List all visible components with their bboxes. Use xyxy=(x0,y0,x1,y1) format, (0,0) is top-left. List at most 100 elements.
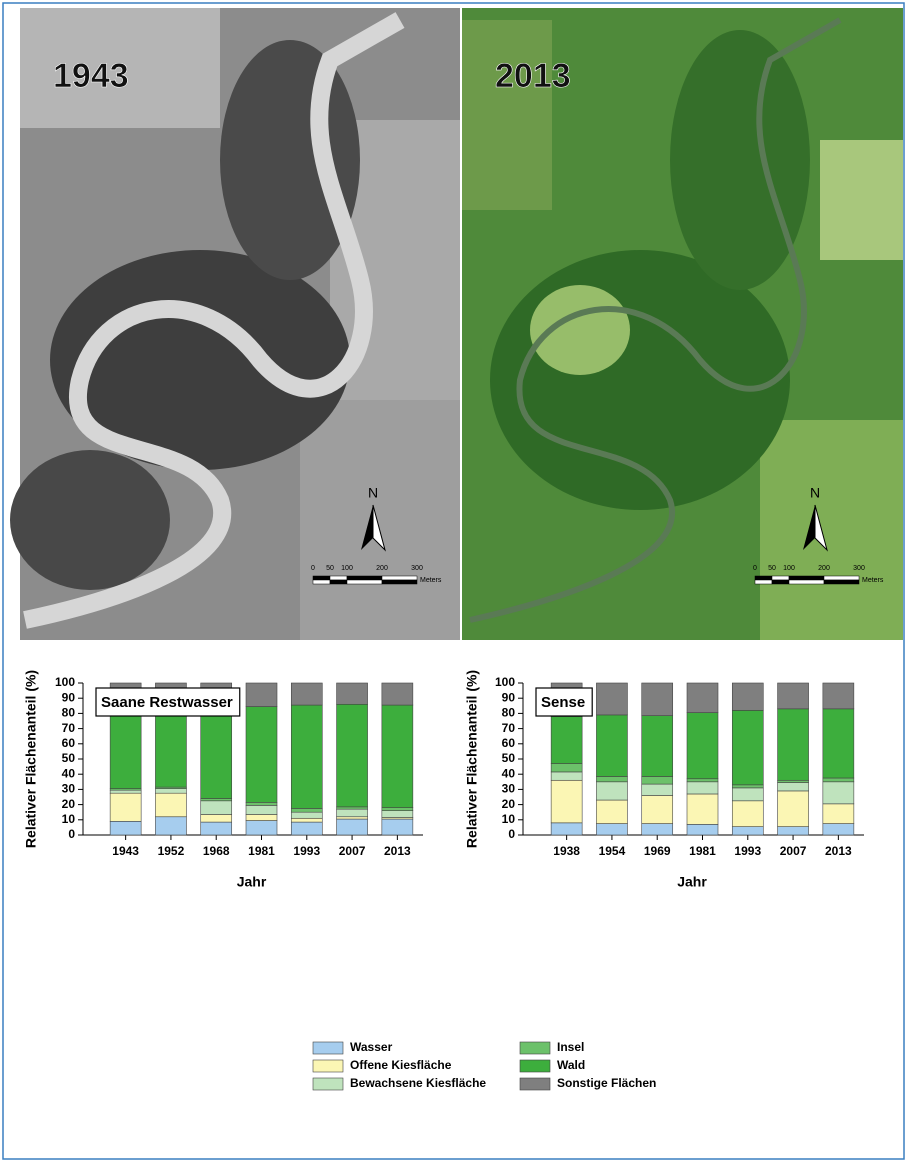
y-tick-label: 50 xyxy=(62,751,76,765)
bar-segment xyxy=(201,814,232,822)
x-tick-label: 1943 xyxy=(112,844,139,858)
photo-1943 xyxy=(10,8,460,640)
bar-segment xyxy=(596,776,627,781)
scale-bar xyxy=(313,576,330,580)
photo-year: 1943 xyxy=(53,57,129,95)
bar-segment xyxy=(551,772,582,780)
scale-bar xyxy=(789,576,824,580)
bar-segment xyxy=(246,802,277,805)
legend-label: Offene Kiesfläche xyxy=(350,1058,452,1072)
bar-segment xyxy=(337,809,368,817)
bar-segment xyxy=(778,827,809,835)
bar-segment xyxy=(291,812,322,818)
bar-segment xyxy=(778,791,809,827)
scale-bar xyxy=(824,580,859,584)
bar-segment xyxy=(201,801,232,815)
bar-segment xyxy=(687,782,718,794)
bar-segment xyxy=(291,808,322,812)
scale-label: 0 xyxy=(753,565,757,572)
x-tick-label: 1938 xyxy=(553,844,580,858)
bar-segment xyxy=(382,819,413,835)
bar-segment xyxy=(732,801,763,827)
bar-segment xyxy=(823,778,854,782)
scale-label: 300 xyxy=(411,565,423,572)
scale-bar xyxy=(755,576,772,580)
x-tick-label: 2013 xyxy=(384,844,411,858)
bar-segment xyxy=(551,823,582,835)
y-tick-label: 100 xyxy=(55,675,75,689)
y-tick-label: 100 xyxy=(495,675,515,689)
x-tick-label: 1952 xyxy=(158,844,185,858)
x-tick-label: 2013 xyxy=(825,844,852,858)
scale-label: 300 xyxy=(853,565,865,572)
legend-label: Bewachsene Kiesfläche xyxy=(350,1076,486,1090)
bar-segment xyxy=(732,710,763,784)
x-tick-label: 1981 xyxy=(248,844,275,858)
bar-segment xyxy=(687,713,718,779)
y-tick-label: 30 xyxy=(62,782,76,796)
chart-title: Sense xyxy=(541,694,585,711)
y-tick-label: 0 xyxy=(508,827,515,841)
bar-segment xyxy=(337,683,368,704)
bar-segment xyxy=(291,705,322,808)
legend-swatch xyxy=(313,1078,343,1090)
bar-segment xyxy=(291,818,322,822)
north-label: N xyxy=(810,485,820,501)
y-axis-label: Relativer Flächenanteil (%) xyxy=(23,670,39,848)
bar-segment xyxy=(382,705,413,808)
legend-swatch xyxy=(313,1060,343,1072)
bar-segment xyxy=(382,808,413,811)
bar-segment xyxy=(291,683,322,705)
y-axis-label: Relativer Flächenanteil (%) xyxy=(464,670,480,848)
y-tick-label: 60 xyxy=(502,736,516,750)
x-tick-label: 1954 xyxy=(599,844,626,858)
bar-segment xyxy=(823,683,854,709)
bar-segment xyxy=(642,683,673,716)
x-tick-label: 1993 xyxy=(734,844,761,858)
bar-segment xyxy=(246,707,277,803)
y-tick-label: 90 xyxy=(502,690,516,704)
bar-segment xyxy=(337,817,368,819)
x-tick-label: 2007 xyxy=(780,844,807,858)
bar-segment xyxy=(110,821,141,835)
scale-bar xyxy=(330,576,347,580)
chart-title-box: Saane Restwasser xyxy=(96,688,240,716)
figure: 1943N050100200300Meters2013N050100200300… xyxy=(0,0,907,1162)
legend-swatch xyxy=(520,1042,550,1054)
bar-segment xyxy=(687,779,718,782)
y-tick-label: 70 xyxy=(502,721,516,735)
bar-segment xyxy=(823,782,854,804)
bar-segment xyxy=(551,716,582,763)
bar-segment xyxy=(732,827,763,835)
scale-bar xyxy=(330,580,347,584)
bar-segment xyxy=(246,821,277,835)
bar-segment xyxy=(778,780,809,782)
bar-segment xyxy=(155,789,186,794)
legend-label: Insel xyxy=(557,1040,584,1054)
photo-year: 2013 xyxy=(495,57,571,95)
bar-segment xyxy=(642,824,673,835)
bar-segment xyxy=(382,811,413,818)
bar-segment xyxy=(778,709,809,780)
y-tick-label: 50 xyxy=(502,751,516,765)
bar-segment xyxy=(337,704,368,807)
bar-segment xyxy=(155,817,186,835)
bar-segment xyxy=(291,822,322,835)
bar-segment xyxy=(155,707,186,787)
bar-segment xyxy=(201,822,232,835)
chart-title-box: Sense xyxy=(536,688,592,716)
legend-swatch xyxy=(520,1060,550,1072)
bar-segment xyxy=(778,683,809,709)
scale-bar xyxy=(347,580,382,584)
bar-segment xyxy=(596,683,627,715)
scale-bar xyxy=(382,576,417,580)
x-tick-label: 1981 xyxy=(689,844,716,858)
bar-segment xyxy=(337,807,368,809)
bar-segment xyxy=(337,819,368,835)
y-tick-label: 0 xyxy=(68,827,75,841)
bar-segment xyxy=(687,794,718,824)
bar-segment xyxy=(732,785,763,788)
bar-segment xyxy=(246,805,277,814)
y-tick-label: 30 xyxy=(502,782,516,796)
y-tick-label: 60 xyxy=(62,736,76,750)
